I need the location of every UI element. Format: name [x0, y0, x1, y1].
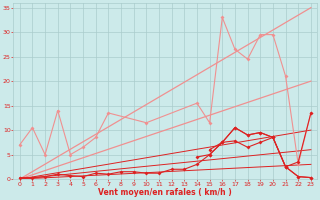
X-axis label: Vent moyen/en rafales ( km/h ): Vent moyen/en rafales ( km/h ) [99, 188, 232, 197]
